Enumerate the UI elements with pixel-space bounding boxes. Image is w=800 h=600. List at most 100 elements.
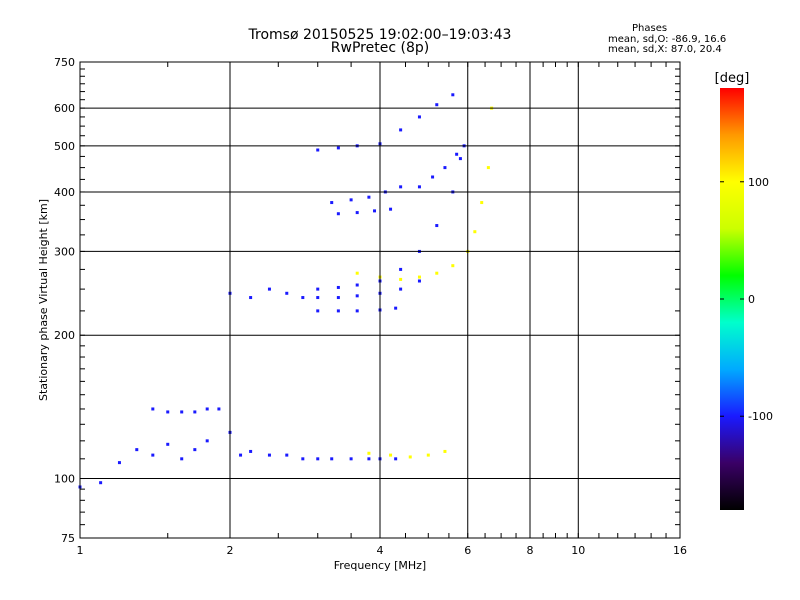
data-point-O xyxy=(301,457,305,461)
data-point-O xyxy=(399,287,403,291)
data-point-O xyxy=(336,285,340,289)
y-tick-label: 75 xyxy=(61,532,75,545)
x-axis-label: Frequency [MHz] xyxy=(334,559,426,572)
data-point-O xyxy=(205,407,209,411)
data-point-O xyxy=(417,279,421,283)
y-tick-label: 100 xyxy=(54,473,75,486)
data-point-X xyxy=(443,449,447,453)
data-point-O xyxy=(431,175,435,179)
y-tick-label: 600 xyxy=(54,102,75,115)
phases-heading: Phases xyxy=(632,23,668,34)
data-point-O xyxy=(316,309,320,313)
data-point-O xyxy=(349,457,353,461)
data-point-X xyxy=(399,277,403,281)
chart-subtitle: RwPretec (8p) xyxy=(330,40,430,56)
x-tick-label: 10 xyxy=(571,544,585,557)
data-point-O xyxy=(399,267,403,271)
data-point-O xyxy=(99,481,103,485)
data-point-O xyxy=(285,291,289,295)
grid-lines xyxy=(80,62,680,538)
y-tick-label: 200 xyxy=(54,329,75,342)
data-point-O xyxy=(355,211,359,215)
x-tick-label: 4 xyxy=(377,544,384,557)
axis-ticks xyxy=(80,62,680,538)
data-point-X xyxy=(389,453,393,457)
y-tick-label: 400 xyxy=(54,186,75,199)
data-point-O xyxy=(355,294,359,298)
data-point-O xyxy=(355,309,359,313)
data-point-O xyxy=(458,157,462,161)
data-point-O xyxy=(301,296,305,300)
y-tick-label: 500 xyxy=(54,140,75,153)
chart-title: Tromsø 20150525 19:02:00–19:03:43 xyxy=(248,27,512,43)
data-point-X xyxy=(355,271,359,275)
x-tick-label: 2 xyxy=(227,544,234,557)
data-point-O xyxy=(239,453,243,457)
data-point-O xyxy=(455,152,459,156)
phase-colorbar: [deg] 100 0 -100 xyxy=(715,71,773,510)
y-axis-label: Stationary phase Virtual Height [km] xyxy=(37,199,50,401)
data-point-O xyxy=(193,448,197,452)
phase-stats-x: mean, sd,X: 87.0, 20.4 xyxy=(608,44,722,55)
data-point-O xyxy=(316,148,320,152)
data-point-X xyxy=(426,453,430,457)
colorbar-label: [deg] xyxy=(715,71,750,86)
data-point-O xyxy=(166,410,170,414)
data-point-O xyxy=(249,449,253,453)
data-point-O xyxy=(285,453,289,457)
data-point-O xyxy=(389,207,393,211)
x-tick-label: 16 xyxy=(673,544,687,557)
data-point-X xyxy=(480,201,484,205)
data-point-O xyxy=(336,296,340,300)
data-point-O xyxy=(443,166,447,170)
data-point-O xyxy=(267,453,271,457)
data-point-O xyxy=(394,306,398,310)
data-point-X xyxy=(417,275,421,279)
y-tick-label: 750 xyxy=(54,56,75,69)
data-point-O xyxy=(367,195,371,199)
data-point-O xyxy=(336,212,340,216)
data-point-O xyxy=(336,309,340,313)
phase-stats-o: mean, sd,O: -86.9, 16.6 xyxy=(608,34,727,45)
data-point-O xyxy=(417,115,421,119)
data-point-X xyxy=(451,264,455,268)
data-point-O xyxy=(435,224,439,228)
data-point-O xyxy=(166,442,170,446)
x-tick-label: 6 xyxy=(464,544,471,557)
data-point-O xyxy=(316,287,320,291)
data-point-O xyxy=(180,410,184,414)
data-point-O xyxy=(373,209,377,213)
data-point-O xyxy=(180,457,184,461)
data-point-O xyxy=(135,448,139,452)
x-tick-label: 8 xyxy=(527,544,534,557)
data-point-O xyxy=(399,185,403,189)
data-point-X xyxy=(473,230,477,234)
data-point-O xyxy=(151,407,155,411)
colorbar-tick-label: -100 xyxy=(748,410,773,423)
y-tick-label: 300 xyxy=(54,245,75,258)
data-point-O xyxy=(205,439,209,443)
data-point-O xyxy=(330,457,334,461)
data-point-O xyxy=(193,410,197,414)
data-point-O xyxy=(316,457,320,461)
data-point-O xyxy=(399,128,403,132)
data-point-O xyxy=(394,457,398,461)
data-point-O xyxy=(451,93,455,97)
data-point-O xyxy=(249,296,253,300)
data-point-O xyxy=(267,287,271,291)
colorbar-tick-label: 100 xyxy=(748,176,769,189)
data-point-O xyxy=(417,185,421,189)
data-point-O xyxy=(349,198,353,202)
data-point-X xyxy=(435,271,439,275)
data-point-O xyxy=(151,453,155,457)
data-point-O xyxy=(336,146,340,150)
colorbar-tick-label: 0 xyxy=(748,293,755,306)
data-point-O xyxy=(330,201,334,205)
x-tick-label: 1 xyxy=(77,544,84,557)
data-point-O xyxy=(435,103,439,107)
data-point-O xyxy=(355,283,359,287)
data-point-X xyxy=(367,451,371,455)
data-point-O xyxy=(316,296,320,300)
axis-labels: 1 2 4 6 8 10 16 75 100 200 300 400 500 600 750 Frequenc… xyxy=(37,56,687,572)
